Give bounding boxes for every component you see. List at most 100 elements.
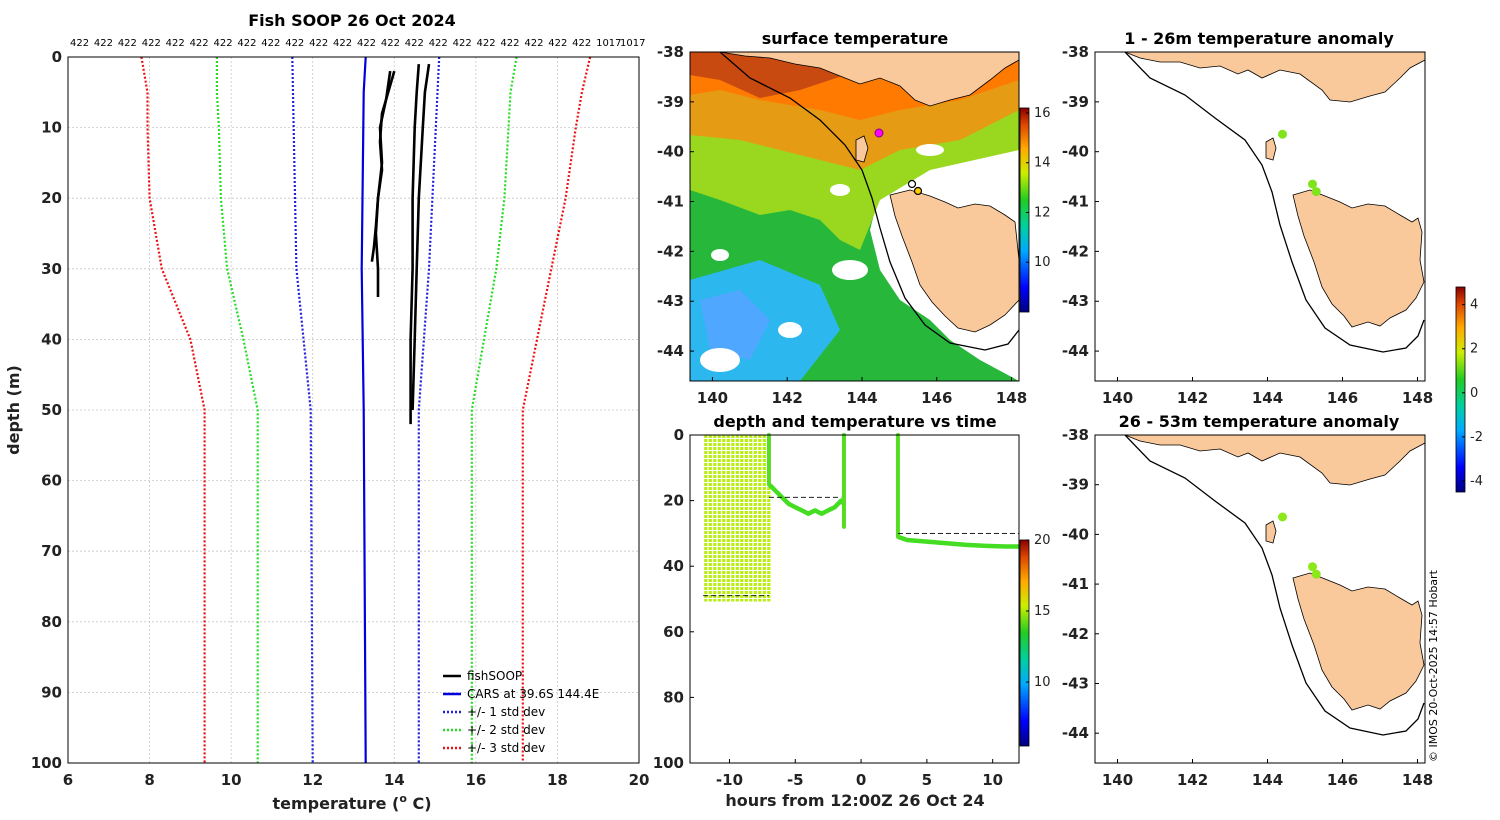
map-ytick: -43 [1062,674,1089,692]
map-xtick: 148 [996,389,1027,407]
time-colorbar [1020,540,1029,746]
profile-ytick: 80 [41,613,62,631]
anomaly-point [1312,187,1321,196]
map-xtick: 148 [1402,771,1433,789]
profile-count-label: 422 [524,38,543,49]
figure: Fish SOOP 26 Oct 2024 422 422 422 422 422 422… [0,0,1500,820]
legend-std1: +/- 1 std dev [467,705,545,719]
profile-count-label: 422 [405,38,424,49]
time-xlabel: hours from 12:00Z 26 Oct 24 [725,791,984,810]
map-ytick: -40 [1062,525,1089,543]
map-ytick: -41 [657,193,684,211]
colorbar-tick: 20 [1034,533,1051,548]
map-xtick: 142 [1177,771,1208,789]
profile-xtick: 8 [144,771,154,789]
map-xtick: 144 [1252,771,1283,789]
map-xtick: 144 [846,389,877,407]
profile-ytick: 90 [41,683,62,701]
map-ytick: -44 [1062,342,1089,360]
profile-count-label: 422 [429,38,448,49]
time-ytick: 0 [674,426,684,444]
time-title: depth and temperature vs time [713,412,996,431]
map-ytick: -44 [657,342,684,360]
profile-count-label: 422 [500,38,519,49]
sst-title: surface temperature [762,29,949,48]
profile-ytick: 30 [41,260,62,278]
profile-xtick: 16 [465,771,486,789]
profile-ytick: 50 [41,401,62,419]
map-xtick: 146 [921,389,952,407]
colorbar-tick: -4 [1470,474,1483,489]
time-xtick: 0 [856,771,866,789]
profile-count-label: 1017 [596,38,621,49]
profile-ytick: 70 [41,542,62,560]
profile-ytick: 40 [41,330,62,348]
map-ytick: -43 [657,292,684,310]
time-ytick: 100 [653,754,684,772]
profile-count-label: 422 [309,38,328,49]
sst-panel: surface temperature 140 142 144 146 14 [657,29,1051,407]
time-ytick: 20 [663,492,684,510]
profile-count-labels: 422 422 422 422 422 422 422 422 422 422 422 422 422 4… [70,38,645,49]
map-ytick: -44 [1062,724,1089,742]
profile-count-label: 422 [572,38,591,49]
map-ytick: -40 [1062,143,1089,161]
map-ytick: -39 [1062,93,1089,111]
profile-xtick: 12 [302,771,323,789]
map-xtick: 146 [1327,771,1358,789]
colorbar-tick: 10 [1034,255,1051,270]
map-ytick: -38 [1062,43,1089,61]
time-ytick: 40 [663,557,684,575]
map-xtick: 140 [1102,389,1133,407]
map-ytick: -41 [1062,193,1089,211]
profile-ytick: 100 [31,754,62,772]
profile-xtick: 14 [384,771,405,789]
profile-count-label: 422 [285,38,304,49]
profile-count-label: 422 [477,38,496,49]
time-xtick: 10 [982,771,1003,789]
map-xtick: 144 [1252,389,1283,407]
profile-count-label: 422 [548,38,567,49]
map-ytick: -38 [657,43,684,61]
time-xtick: 5 [922,771,932,789]
map-ytick: -39 [1062,476,1089,494]
colorbar-tick: 4 [1470,298,1478,313]
anomaly2-title: 26 - 53m temperature anomaly [1119,412,1400,431]
anomaly-colorbar [1456,287,1465,492]
profile-ytick: 20 [41,189,62,207]
profile-count-label: 422 [237,38,256,49]
sst-colorbar [1020,108,1029,312]
map-ytick: -43 [1062,292,1089,310]
map-ytick: -42 [1062,242,1089,260]
profile-xtick: 10 [221,771,242,789]
legend-cars: CARS at 39.6S 144.4E [467,687,599,701]
profile-ylabel: depth (m) [4,365,23,455]
map-ytick: -41 [1062,575,1089,593]
profile-count-label: 1017 [620,38,645,49]
colorbar-tick: 12 [1034,205,1051,220]
map-xtick: 140 [1102,771,1133,789]
map-xtick: 146 [1327,389,1358,407]
anomaly1-title: 1 - 26m temperature anomaly [1124,29,1394,48]
time-xtick: -10 [716,771,743,789]
colorbar-tick: -2 [1470,430,1483,445]
colorbar-tick: 0 [1470,386,1478,401]
time-ytick: 60 [663,623,684,641]
profile-count-label: 422 [118,38,137,49]
profile-count-label: 422 [142,38,161,49]
profile-panel: Fish SOOP 26 Oct 2024 422 422 422 422 422 422… [4,11,649,813]
profile-count-label: 422 [94,38,113,49]
map-xtick: 140 [697,389,728,407]
map-ytick: -42 [1062,625,1089,643]
profile-ytick: 10 [41,119,62,137]
legend-std2: +/- 2 std dev [467,723,545,737]
legend-std3: +/- 3 std dev [467,741,545,755]
time-colorbar-ticks: 20 15 10 [1026,533,1051,690]
profile-count-label: 422 [166,38,185,49]
anomaly-point [1278,513,1287,522]
profile-count-label: 422 [357,38,376,49]
anomaly-point [1278,130,1287,139]
profile-count-label: 422 [453,38,472,49]
colorbar-tick: 15 [1034,604,1051,619]
profile-count-label: 422 [333,38,352,49]
